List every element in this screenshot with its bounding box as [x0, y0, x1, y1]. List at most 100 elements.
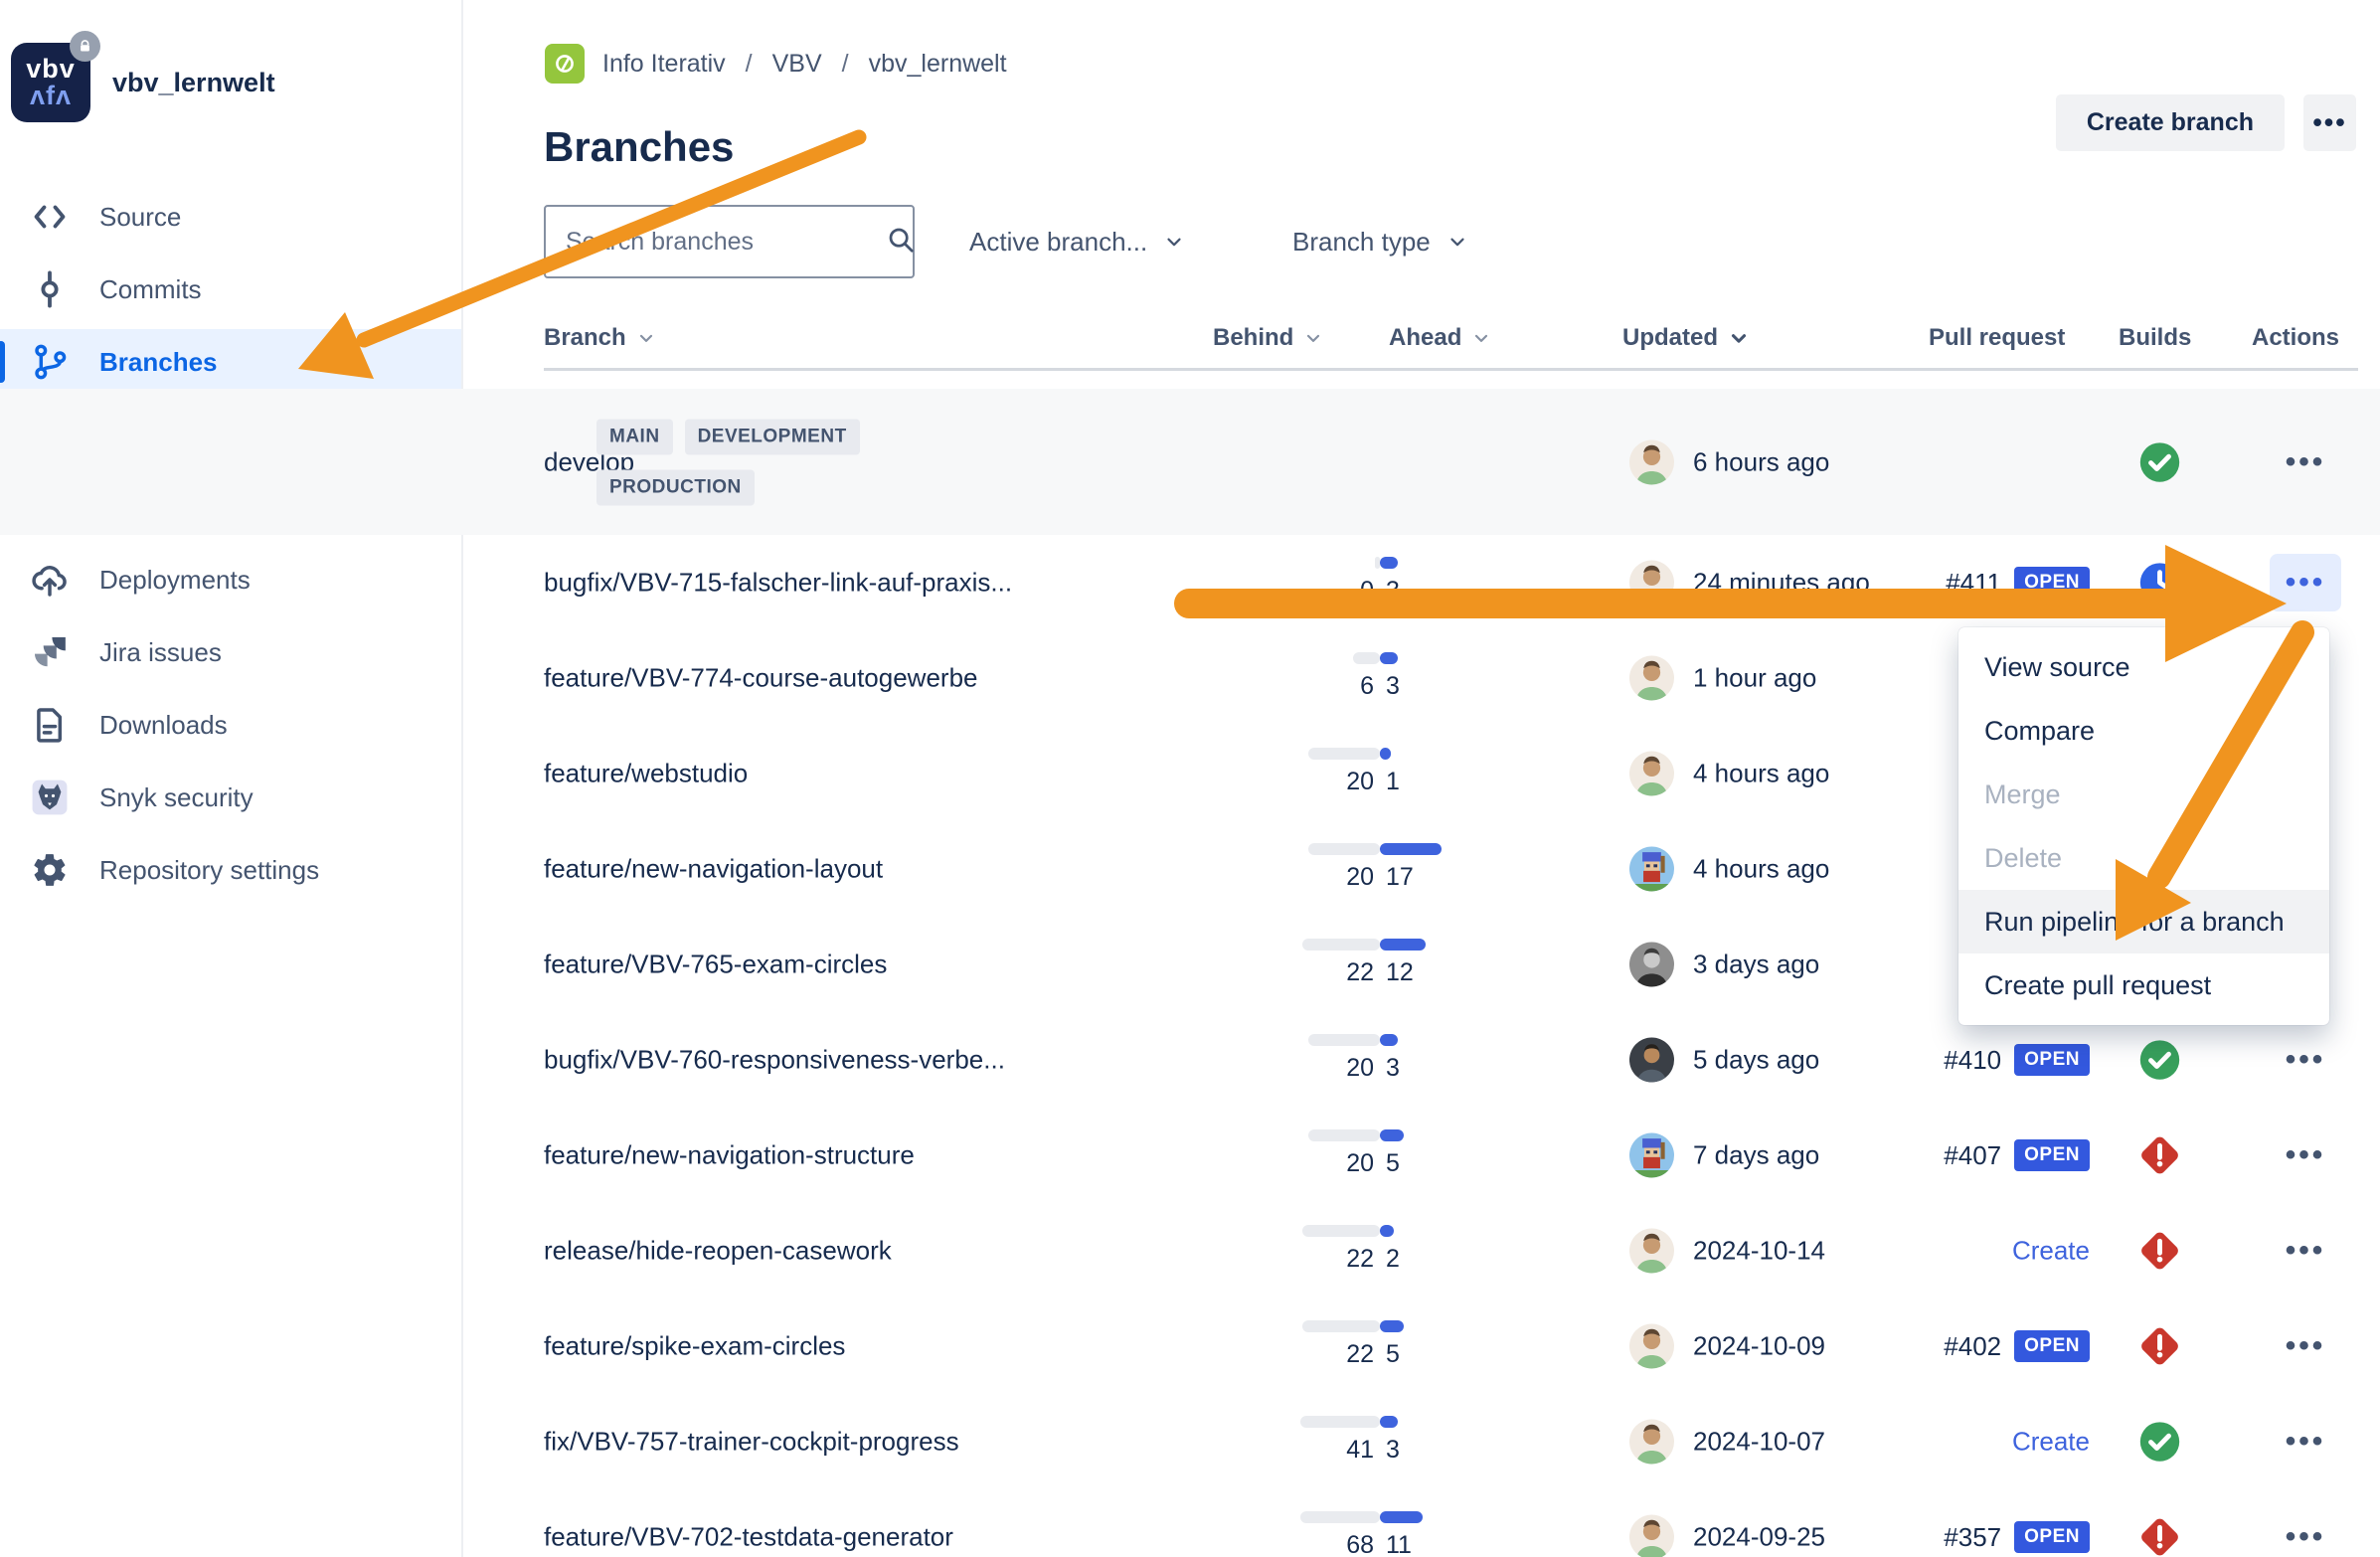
project-avatar-icon [545, 44, 585, 84]
build-status-failed-icon[interactable] [2137, 1133, 2182, 1178]
row-actions-button-bugfix-VBV-715-falscher-link[interactable]: ••• [2270, 554, 2341, 611]
branch-name-link[interactable]: feature/webstudio [544, 758, 749, 788]
build-status-failed-icon[interactable] [2137, 1515, 2182, 1557]
pull-request-link[interactable]: #407 [1944, 1139, 2002, 1170]
sidebar-item-commits[interactable]: Commits [0, 257, 461, 322]
column-header-behind[interactable]: Behind [1213, 324, 1323, 352]
build-status-success-icon[interactable] [2137, 1420, 2182, 1465]
sidebar-item-label: Deployments [99, 564, 251, 595]
sidebar-item-label: Repository settings [99, 854, 320, 885]
avatar [1629, 1514, 1674, 1557]
column-header-ahead[interactable]: Ahead [1389, 324, 1491, 352]
create-branch-button[interactable]: Create branch [2055, 94, 2285, 151]
branch-name-link[interactable]: bugfix/VBV-715-falscher-link-auf-praxis.… [544, 567, 1013, 598]
ahead-count: 12 [1386, 958, 1414, 986]
branch-name-link[interactable]: feature/VBV-702-testdata-generator [544, 1521, 953, 1552]
branch-label-chip: MAIN [596, 419, 673, 454]
branch-name-link[interactable]: feature/spike-exam-circles [544, 1330, 846, 1361]
branch-name-link[interactable]: feature/new-navigation-layout [544, 853, 884, 884]
active-branches-filter[interactable]: Active branch... [969, 205, 1185, 278]
menu-item-create-pull-request[interactable]: Create pull request [1984, 969, 2212, 1000]
build-status-success-icon[interactable] [2137, 1038, 2182, 1083]
pull-request-link[interactable]: #357 [1944, 1521, 2002, 1552]
sidebar-item-jira-issues[interactable]: Jira issues [0, 619, 461, 685]
chevron-down-icon [1450, 238, 1464, 247]
sidebar-item-repository-settings[interactable]: Repository settings [0, 837, 461, 903]
build-status-success-icon[interactable] [2137, 439, 2182, 484]
gear-icon [30, 850, 70, 890]
ahead-bar [1380, 748, 1392, 760]
build-status-failed-icon[interactable] [2137, 1229, 2182, 1274]
page-more-button[interactable]: ••• [2303, 94, 2356, 151]
behind-count: 6 [1360, 672, 1374, 700]
behind-bar [1308, 748, 1380, 760]
pull-request-link[interactable]: #411 [1946, 567, 2002, 598]
top-actions: Create branch ••• [2055, 94, 2356, 151]
branch-row: fix/VBV-757-trainer-cockpit-progress 41 … [0, 1394, 2380, 1489]
branch-name-link[interactable]: bugfix/VBV-760-responsiveness-verbe... [544, 1044, 1005, 1075]
updated-time: 4 hours ago [1693, 758, 1830, 788]
row-actions-button-bugfix-VBV-760-responsivenes[interactable]: ••• [2285, 1043, 2326, 1076]
breadcrumb-project[interactable]: VBV [771, 49, 822, 78]
avatar [1629, 655, 1674, 701]
column-header-updated[interactable]: Updated [1622, 324, 1750, 352]
column-header-branch[interactable]: Branch [544, 324, 656, 352]
branch-row: bugfix/VBV-760-responsiveness-verbe... 2… [0, 1012, 2380, 1108]
menu-item-compare[interactable]: Compare [1984, 715, 2096, 746]
menu-item-run-pipeline-for-a-branch[interactable]: Run pipeline for a branch [1958, 890, 2329, 953]
avatar [1629, 1323, 1674, 1369]
branch-name-link[interactable]: feature/VBV-765-exam-circles [544, 949, 888, 979]
avatar [1629, 942, 1674, 987]
branch-name-link[interactable]: fix/VBV-757-trainer-cockpit-progress [544, 1426, 959, 1457]
build-status-failed-icon[interactable] [2137, 1324, 2182, 1369]
branch-name-link[interactable]: feature/new-navigation-structure [544, 1139, 915, 1170]
pull-request-link[interactable]: #402 [1944, 1330, 2002, 1361]
pull-request-link[interactable]: #410 [1944, 1044, 2002, 1075]
branch-row: feature/new-navigation-layout 20 17 4 ho… [0, 821, 2380, 917]
avatar [1629, 1228, 1674, 1274]
ahead-count: 5 [1386, 1340, 1400, 1368]
ahead-count: 3 [1386, 1436, 1400, 1464]
sidebar-item-snyk-security[interactable]: Snyk security [0, 765, 461, 830]
pr-open-badge: OPEN [2014, 1139, 2090, 1171]
sidebar-item-deployments[interactable]: Deployments [0, 547, 461, 612]
jira-icon [30, 632, 70, 672]
create-pull-request-link[interactable]: Create [2011, 1426, 2090, 1457]
search-branches-box [544, 205, 915, 278]
sidebar-item-downloads[interactable]: Downloads [0, 692, 461, 758]
build-status-inprogress-icon[interactable] [2137, 561, 2182, 606]
sidebar-item-source[interactable]: Source [0, 184, 461, 250]
sidebar-item-label: Commits [99, 273, 202, 304]
branches-table-body: develop MAIN DEVELOPMENT PRODUCTION 6 hour… [0, 389, 2380, 1557]
avatar [1629, 751, 1674, 796]
row-actions-button-release-hide-reopen-casework[interactable]: ••• [2285, 1234, 2326, 1267]
row-actions-button-feature-new-navigation-struc[interactable]: ••• [2285, 1138, 2326, 1171]
breadcrumb-workspace[interactable]: Info Iterativ [602, 49, 726, 78]
updated-time: 7 days ago [1693, 1139, 1820, 1170]
row-actions-button[interactable]: ••• [2285, 444, 2326, 478]
menu-item-view-source[interactable]: View source [1984, 651, 2130, 682]
branch-name-link[interactable]: release/hide-reopen-casework [544, 1235, 892, 1266]
behind-ahead-indicator: 41 3 [1280, 1416, 1479, 1468]
pr-open-badge: OPEN [2014, 1044, 2090, 1076]
branch-label-chip: PRODUCTION [596, 469, 755, 505]
behind-count: 68 [1346, 1531, 1374, 1557]
behind-count: 20 [1346, 1054, 1374, 1082]
branch-row-develop: develop MAIN DEVELOPMENT PRODUCTION 6 hour… [0, 389, 2380, 535]
row-actions-button-feature-spike-exam-circles[interactable]: ••• [2285, 1329, 2326, 1362]
ahead-bar [1380, 1416, 1398, 1428]
create-pull-request-link[interactable]: Create [2011, 1235, 2090, 1266]
branch-name-link[interactable]: feature/VBV-774-course-autogewerbe [544, 662, 978, 693]
ahead-count: 3 [1386, 1054, 1400, 1082]
ahead-bar [1380, 843, 1443, 855]
breadcrumb-repo[interactable]: vbv_lernwelt [868, 49, 1007, 78]
search-branches-input[interactable] [546, 227, 886, 257]
row-actions-button-feature-VBV-702-testdata-gen[interactable]: ••• [2285, 1520, 2326, 1553]
sidebar-item-label: Source [99, 201, 182, 232]
branch-type-filter[interactable]: Branch type [1292, 205, 1468, 278]
behind-count: 20 [1346, 1149, 1374, 1177]
search-icon [886, 225, 916, 260]
branch-row: feature/spike-exam-circles 22 5 2024-10-… [0, 1298, 2380, 1394]
behind-bar [1308, 1129, 1380, 1141]
row-actions-button-fix-VBV-757-trainer-cockpit-[interactable]: ••• [2285, 1425, 2326, 1458]
